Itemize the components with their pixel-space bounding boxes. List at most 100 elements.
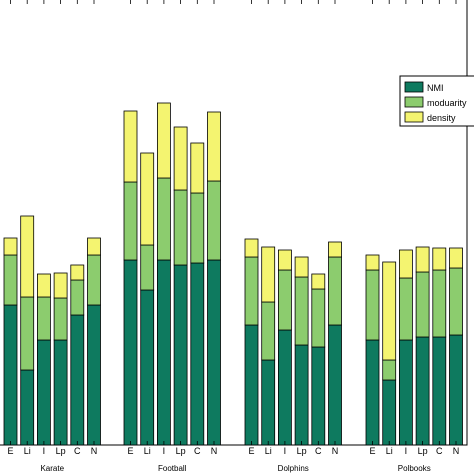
x-tick-label: C <box>74 446 81 456</box>
bar-segment-nmi-karate-lp <box>53 339 68 446</box>
bar-segment-density-polbooks-c <box>432 247 447 271</box>
bar-segment-density-dolphins-e <box>244 238 259 258</box>
legend: NMI moduarity density <box>399 75 474 127</box>
x-tick-label: Li <box>265 446 272 456</box>
bar-segment-nmi-dolphins-n <box>328 324 342 446</box>
bar-segment-density-polbooks-i <box>398 249 413 279</box>
legend-label-nmi: NMI <box>427 83 444 93</box>
x-tick-label: I <box>405 446 408 456</box>
bar-segment-moduarity-dolphins-li <box>261 301 276 361</box>
bar-segment-moduarity-dolphins-c <box>311 288 326 348</box>
bar-segment-density-football-lp <box>173 126 188 191</box>
x-tick-label: Lp <box>418 446 428 456</box>
x-tick-label: Li <box>144 446 151 456</box>
x-tick-label: C <box>315 446 322 456</box>
bar-segment-nmi-karate-n <box>87 304 101 446</box>
legend-swatch-nmi <box>404 81 424 93</box>
x-tick-label: E <box>127 446 133 456</box>
plot-area-frame <box>0 0 468 446</box>
x-tick-label: Lp <box>176 446 186 456</box>
x-tick-label: C <box>194 446 201 456</box>
bar-segment-nmi-football-e <box>123 259 138 446</box>
bar-segment-density-football-c <box>190 142 205 194</box>
bar-segment-density-karate-lp <box>53 272 68 299</box>
bar-segment-nmi-dolphins-lp <box>294 344 309 446</box>
bar-segment-moduarity-dolphins-e <box>244 256 259 326</box>
bar-segment-nmi-polbooks-c <box>432 336 447 446</box>
x-tick-label: I <box>43 446 46 456</box>
x-tick-labels: E Li I Lp C N E Li I Lp C N E Li I Lp C N E Li I Lp C N <box>7 446 459 456</box>
bar-segment-moduarity-football-lp <box>173 189 188 266</box>
bar-segment-nmi-polbooks-lp <box>415 336 430 446</box>
bar-segment-nmi-football-li <box>140 289 155 446</box>
x-tick-label: Li <box>386 446 393 456</box>
legend-label-moduarity: moduarity <box>427 98 467 108</box>
bar-segment-moduarity-football-li <box>140 244 155 291</box>
bar-segment-moduarity-polbooks-i <box>398 277 413 341</box>
bar-segment-density-dolphins-n <box>328 241 342 258</box>
x-tick-label: N <box>91 446 98 456</box>
bar-segment-moduarity-dolphins-i <box>277 269 292 331</box>
bar-segment-moduarity-polbooks-lp <box>415 271 430 338</box>
bar-segment-moduarity-karate-n <box>87 254 101 306</box>
bar-segment-moduarity-football-c <box>190 192 205 264</box>
bar-segment-moduarity-karate-i <box>37 296 51 341</box>
bar-segment-moduarity-dolphins-lp <box>294 276 309 346</box>
x-tick-label: I <box>284 446 287 456</box>
x-tick-label: E <box>248 446 254 456</box>
x-tick-label: E <box>369 446 375 456</box>
bar-segment-moduarity-karate-lp <box>53 297 68 341</box>
bar-segment-density-polbooks-e <box>365 254 380 271</box>
x-tick-label: I <box>163 446 166 456</box>
bar-segment-density-karate-e <box>3 237 18 256</box>
x-tick-label: N <box>453 446 460 456</box>
x-tick-label: Lp <box>56 446 66 456</box>
bar-segment-moduarity-football-e <box>123 181 138 261</box>
bar-segment-moduarity-dolphins-n <box>328 256 342 326</box>
bar-segment-moduarity-football-i <box>156 177 171 261</box>
bar-segment-density-karate-n <box>87 237 101 256</box>
group-label: Karate <box>40 464 64 473</box>
bar-segment-moduarity-polbooks-n <box>449 267 463 336</box>
bar-segment-density-polbooks-n <box>449 247 463 269</box>
x-tick-label: E <box>7 446 13 456</box>
bar-segment-nmi-football-lp <box>173 264 188 446</box>
ticks-layer <box>10 0 457 445</box>
bar-segment-density-dolphins-lp <box>294 256 309 278</box>
bar-segment-density-karate-c <box>70 264 85 281</box>
bar-segment-nmi-polbooks-i <box>398 339 413 446</box>
bar-segment-nmi-karate-i <box>37 339 51 446</box>
bar-segment-density-dolphins-i <box>277 249 292 271</box>
bar-segment-density-karate-li <box>20 215 35 298</box>
bar-segment-density-dolphins-li <box>261 246 276 303</box>
bar-segment-nmi-dolphins-e <box>244 324 259 446</box>
bar-segment-moduarity-polbooks-li <box>382 359 397 381</box>
bar-segment-moduarity-football-n <box>207 180 221 261</box>
group-label: Polbooks <box>398 464 431 473</box>
bar-segment-moduarity-polbooks-c <box>432 269 447 338</box>
bar-segment-density-football-n <box>207 111 221 182</box>
bar-segment-nmi-football-c <box>190 262 205 446</box>
bar-segment-nmi-karate-li <box>20 369 35 446</box>
group-label: Dolphins <box>278 464 309 473</box>
x-tick-label: Lp <box>297 446 307 456</box>
bar-segment-moduarity-karate-e <box>3 254 18 306</box>
x-tick-label: N <box>211 446 218 456</box>
bar-segment-moduarity-polbooks-e <box>365 269 380 341</box>
x-tick-label: Li <box>24 446 31 456</box>
bar-segment-nmi-dolphins-i <box>277 329 292 446</box>
bar-segment-nmi-karate-e <box>3 304 18 446</box>
bar-segment-density-football-li <box>140 152 155 246</box>
bar-segment-moduarity-karate-c <box>70 279 85 316</box>
x-tick-label: N <box>332 446 339 456</box>
bar-segment-nmi-football-i <box>156 259 171 446</box>
legend-swatch-density <box>404 111 424 123</box>
bar-segment-nmi-polbooks-e <box>365 339 380 446</box>
legend-label-density: density <box>427 113 456 123</box>
group-labels: Karate Football Dolphins Polbooks <box>40 464 430 473</box>
bar-segment-density-polbooks-lp <box>415 246 430 273</box>
bar-segment-moduarity-karate-li <box>20 296 35 371</box>
x-tick-label: C <box>436 446 443 456</box>
bar-segment-density-polbooks-li <box>382 261 397 361</box>
